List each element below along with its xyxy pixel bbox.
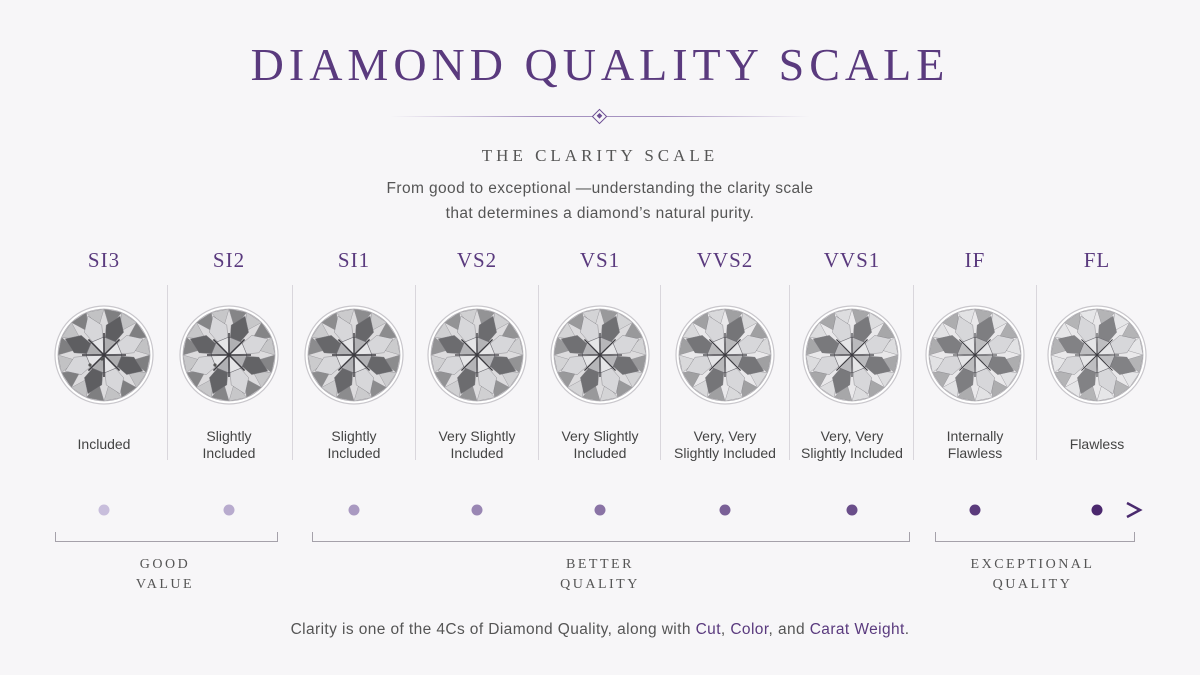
grade-column-fl: FL Flawless — [1035, 240, 1159, 470]
round-brilliant-diamond-icon — [675, 305, 775, 405]
grade-divider — [660, 285, 661, 460]
grade-description: Very Slightly Included — [561, 428, 639, 461]
grade-description: Very, Very Slightly Included — [674, 428, 776, 461]
clarity-scale-line — [42, 501, 1143, 519]
grade-column-vs1: VS1 Very Slightly Included — [538, 240, 662, 470]
round-brilliant-diamond-icon — [179, 305, 279, 405]
grade-column-vs2: VS2 Very Slightly Included — [415, 240, 539, 470]
grade-column-if: IF Internally Flawless — [913, 240, 1037, 470]
section-subtitle: THE CLARITY SCALE — [481, 146, 719, 165]
exceptional-quality-bracket — [935, 532, 1135, 542]
grade-divider — [1036, 285, 1037, 460]
grade-divider — [415, 285, 416, 460]
description-line-1: From good to exceptional —understanding … — [386, 180, 814, 197]
description-line-2: that determines a diamond’s natural puri… — [445, 205, 755, 222]
grade-divider — [913, 285, 914, 460]
better-quality-label: BETTER QUALITY — [560, 557, 640, 592]
scale-marker-si1 — [348, 504, 360, 516]
scale-marker-si3 — [98, 504, 110, 516]
grade-code: SI2 — [212, 248, 246, 272]
round-brilliant-diamond-icon — [54, 305, 154, 405]
round-brilliant-diamond-icon — [802, 305, 902, 405]
clarity-grades-row: SI3 Included SI2 Slightly Included SI1 Slightl… — [40, 240, 1160, 470]
grade-column-si3: SI3 Included — [42, 240, 166, 470]
grade-column-si2: SI2 Slightly Included — [167, 240, 291, 470]
grade-description: Internally Flawless — [946, 428, 1004, 461]
scale-marker-si2 — [223, 504, 235, 516]
grade-divider — [292, 285, 293, 460]
grade-code: VVS1 — [823, 248, 881, 272]
round-brilliant-diamond-icon — [550, 305, 650, 405]
grade-description: Slightly Included — [327, 428, 381, 461]
diamond-ornament-icon — [591, 108, 608, 125]
grade-code: VVS2 — [696, 248, 754, 272]
scale-marker-if — [969, 504, 981, 516]
grade-divider — [789, 285, 790, 460]
section-description: From good to exceptional —understanding … — [0, 176, 1200, 226]
scale-marker-vvs2 — [719, 504, 731, 516]
round-brilliant-diamond-icon — [427, 305, 527, 405]
exceptional-quality-label: EXCEPTIONAL QUALITY — [970, 557, 1095, 592]
footer-note: Clarity is one of the 4Cs of Diamond Qua… — [290, 621, 910, 638]
grade-divider — [538, 285, 539, 460]
scale-marker-vvs1 — [846, 504, 858, 516]
grade-code: SI3 — [87, 248, 121, 272]
grade-description: Included — [77, 436, 131, 452]
good-value-label: GOOD VALUE — [135, 557, 195, 592]
page-title: DIAMOND QUALITY SCALE — [250, 39, 950, 90]
grade-code: VS2 — [456, 248, 498, 272]
scale-marker-fl — [1091, 504, 1103, 516]
better-quality-bracket — [312, 532, 910, 542]
grade-description: Very Slightly Included — [438, 428, 516, 461]
grade-description: Flawless — [1069, 436, 1125, 452]
grade-column-vvs2: VVS2 Very, Very Slightly Included — [663, 240, 787, 470]
footer-color: Color — [730, 621, 769, 638]
grade-description: Slightly Included — [202, 428, 256, 461]
grade-column-vvs1: VVS1 Very, Very Slightly Included — [790, 240, 914, 470]
footer-carat: Carat Weight — [809, 621, 905, 638]
grade-code: SI1 — [337, 248, 371, 272]
good-value-bracket — [55, 532, 278, 542]
footer-cut: Cut — [695, 621, 721, 638]
grade-column-si1: SI1 Slightly Included — [292, 240, 416, 470]
grade-description: Very, Very Slightly Included — [801, 428, 903, 461]
scale-marker-vs1 — [594, 504, 606, 516]
round-brilliant-diamond-icon — [304, 305, 404, 405]
round-brilliant-diamond-icon — [925, 305, 1025, 405]
grade-code: IF — [964, 248, 986, 272]
arrow-right-icon — [1126, 501, 1143, 519]
round-brilliant-diamond-icon — [1047, 305, 1147, 405]
grade-code: VS1 — [579, 248, 621, 272]
grade-code: FL — [1083, 248, 1111, 272]
scale-marker-vs2 — [471, 504, 483, 516]
grade-divider — [167, 285, 168, 460]
